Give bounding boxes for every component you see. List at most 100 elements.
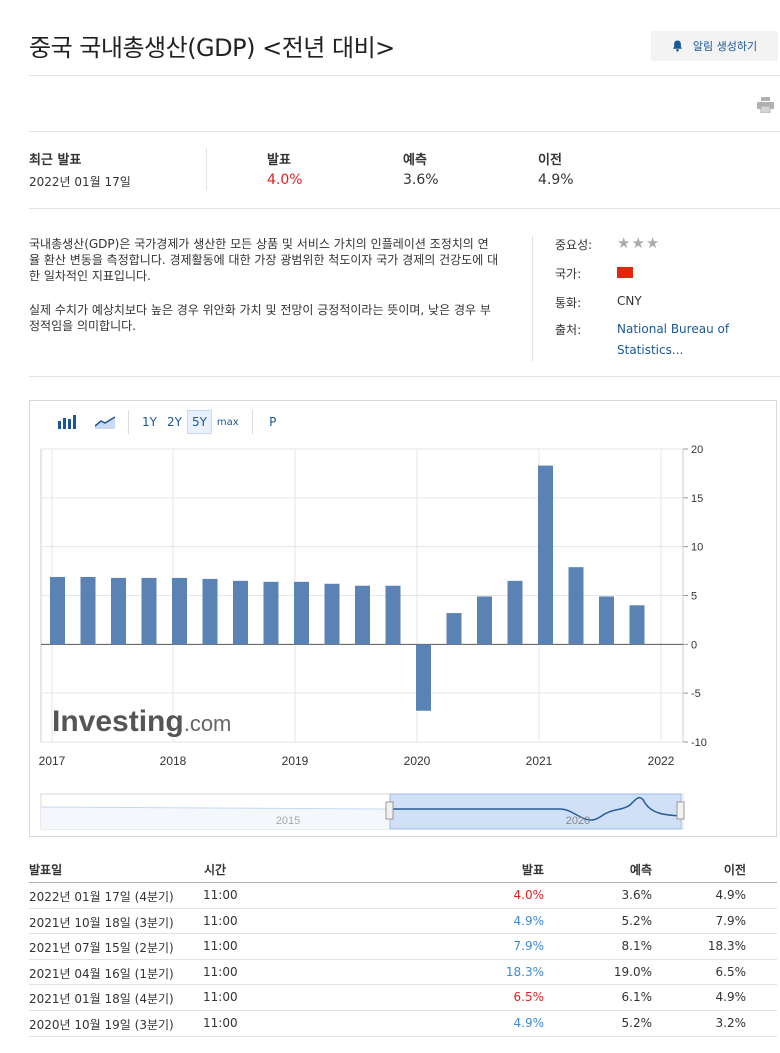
table-row: 2022년 01월 17일 (4분기) 11:00 4.0% 3.6% 4.9% [29, 883, 777, 909]
importance-label: 중요성: [555, 238, 593, 252]
bar [50, 576, 65, 645]
table-row: 2021년 07월 15일 (2분기) 11:00 7.9% 8.1% 18.3% [29, 934, 777, 960]
y-tick-label: 0 [691, 639, 697, 651]
header-forecast[interactable]: 예측 [629, 863, 652, 877]
row-actual: 7.9% [513, 939, 545, 954]
bar-chart-toggle[interactable] [52, 410, 82, 434]
y-tick-label: -5 [691, 688, 701, 700]
bar [141, 577, 157, 645]
table-row: 2020년 10월 19일 (3분기) 11:00 4.9% 5.2% 3.2% [29, 1011, 777, 1037]
bar [416, 644, 431, 711]
chart-toolbar: 1Y 2Y 5Y max P [52, 409, 285, 435]
bar [507, 580, 523, 645]
bar [599, 596, 614, 645]
divider [532, 236, 533, 362]
divider [251, 410, 253, 434]
row-date: 2022년 01월 17일 (4분기) [29, 890, 174, 904]
navigator-history-line [40, 806, 391, 810]
previous-value: 4.9% [538, 172, 574, 188]
row-time: 11:00 [203, 964, 238, 979]
table-row: 2021년 04월 16일 (1분기) 11:00 18.3% 19.0% 6.5% [29, 960, 777, 986]
row-date: 2021년 01월 18일 (4분기) [29, 992, 174, 1007]
bar [538, 465, 553, 645]
row-forecast: 19.0% [613, 964, 652, 979]
row-forecast: 6.1% [621, 990, 653, 1005]
navigator-label: 2015 [276, 815, 300, 827]
row-time: 11:00 [203, 1015, 238, 1030]
divider [128, 410, 129, 434]
range-1y-button[interactable]: 1Y [142, 415, 157, 429]
row-forecast: 8.1% [621, 939, 653, 954]
source-label: 출처: [555, 323, 582, 337]
previous-label: 이전 [538, 153, 562, 168]
row-previous: 6.5% [715, 964, 747, 979]
divider [206, 148, 207, 190]
row-previous: 4.9% [715, 990, 747, 1005]
currency-label: 통화: [555, 296, 582, 310]
row-previous: 7.9% [715, 913, 747, 928]
bar-chart-icon [58, 415, 76, 429]
row-previous: 3.2% [715, 1015, 747, 1030]
row-forecast: 5.2% [621, 913, 653, 928]
watermark-suffix: .com [184, 711, 232, 736]
y-tick-label: 5 [691, 591, 697, 603]
release-stats: 최근 발표 2022년 01월 17일 발표 4.0% 예측 3.6% 이전 4… [29, 148, 780, 194]
y-tick-label: 10 [691, 542, 703, 554]
row-time: 11:00 [203, 913, 238, 928]
create-alert-button[interactable]: 알림 생성하기 [651, 31, 778, 61]
china-flag-icon [617, 265, 633, 279]
navigator-history-area [41, 807, 390, 829]
row-date: 2021년 07월 15일 (2분기) [29, 941, 174, 956]
bar [324, 583, 340, 645]
create-alert-label: 알림 생성하기 [692, 40, 758, 53]
row-actual: 6.5% [513, 990, 545, 1005]
bar [446, 613, 462, 645]
p-button[interactable]: P [269, 415, 277, 429]
bar [477, 596, 492, 645]
print-icon[interactable] [757, 97, 774, 113]
currency-value: CNY [617, 294, 642, 308]
navigator-series-line [390, 796, 682, 821]
divider [29, 208, 780, 209]
description-paragraph: 국내총생산(GDP)은 국가경제가 생산한 모든 상품 및 서비스 가치의 인플… [29, 237, 499, 283]
importance-stars-icon: ★★★ [617, 234, 661, 252]
header-date[interactable]: 발표일 [29, 863, 63, 877]
divider [29, 75, 780, 76]
forecast-label: 예측 [403, 153, 427, 168]
range-2y-button[interactable]: 2Y [166, 415, 182, 429]
line-chart-toggle[interactable] [90, 410, 120, 434]
latest-release-label: 최근 발표 [29, 153, 82, 168]
bar [233, 580, 248, 645]
release-history-table: 발표일 시간 발표 예측 이전 2022년 01월 17일 (4분기) 11:00… [29, 855, 777, 1037]
bell-icon [672, 40, 682, 52]
row-actual: 18.3% [505, 964, 544, 979]
navigator-label: 2020 [566, 815, 590, 827]
bar [294, 581, 309, 645]
y-tick-label: 20 [691, 444, 703, 456]
watermark-logo: Investing.com [52, 705, 231, 738]
bar [263, 581, 279, 645]
table-header: 발표일 시간 발표 예측 이전 [29, 855, 777, 883]
header-actual[interactable]: 발표 [521, 863, 544, 877]
bar [355, 585, 370, 645]
x-tick-label: 2020 [404, 754, 431, 768]
row-date: 2020년 10월 19일 (3분기) [29, 1017, 174, 1032]
source-link[interactable]: National Bureau of Statistics... [617, 322, 730, 357]
table-body: 2022년 01월 17일 (4분기) 11:00 4.0% 3.6% 4.9% 2021… [29, 883, 777, 1037]
forecast-value: 3.6% [403, 172, 439, 188]
latest-release-date: 2022년 01월 17일 [29, 175, 131, 189]
range-max-button[interactable]: max [216, 416, 239, 428]
header-previous[interactable]: 이전 [723, 863, 746, 877]
x-tick-label: 2017 [39, 754, 66, 768]
range-5y-button[interactable]: 5Y [186, 410, 212, 434]
divider [29, 131, 780, 132]
bar [80, 576, 96, 645]
divider [29, 376, 780, 377]
bar [568, 567, 584, 645]
header-time[interactable]: 시간 [204, 863, 227, 877]
x-tick-label: 2022 [648, 754, 675, 768]
row-forecast: 5.2% [621, 1015, 653, 1030]
x-tick-label: 2018 [160, 754, 187, 768]
bar [111, 577, 126, 645]
